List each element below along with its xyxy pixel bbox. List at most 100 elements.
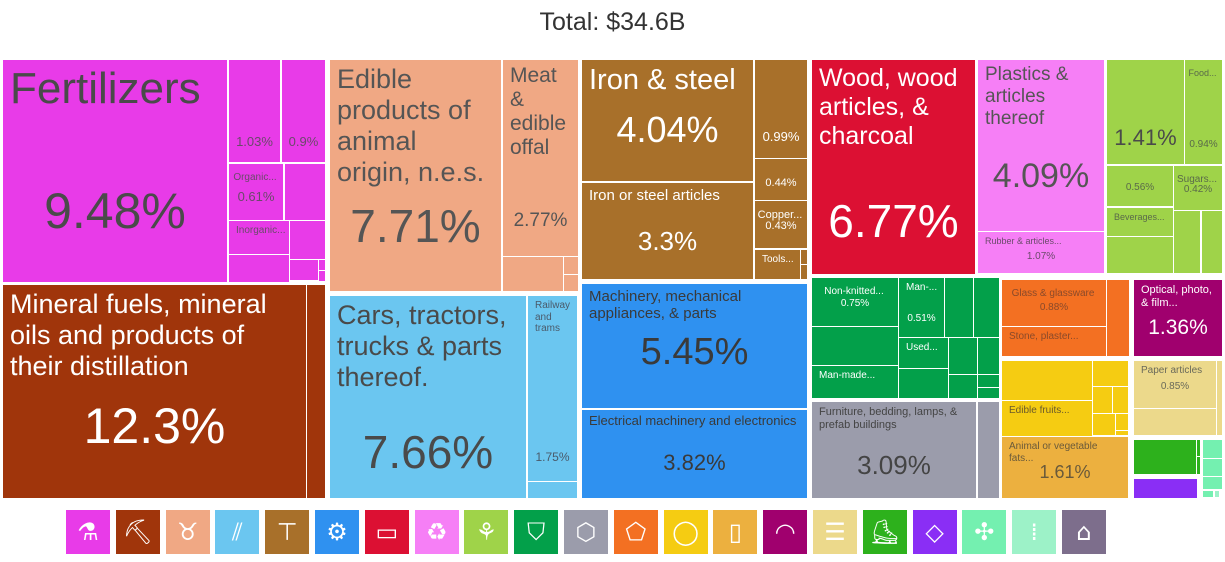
treemap-cell[interactable] — [1134, 409, 1216, 435]
treemap-cell[interactable]: 0.56% — [1107, 166, 1173, 206]
treemap-cell[interactable]: Organic... 0.61% — [229, 164, 283, 220]
treemap-cell[interactable] — [307, 285, 325, 498]
gauge-icon[interactable]: ◠ — [763, 510, 808, 554]
treemap-cell[interactable]: Used... — [899, 338, 948, 368]
treemap-cell[interactable]: Man-made... — [812, 366, 898, 398]
treemap-cell[interactable] — [978, 402, 999, 498]
treemap-cell[interactable]: Tools... — [755, 250, 800, 279]
treemap-cell[interactable]: Copper... 0.43% — [755, 201, 807, 248]
treemap-cell[interactable] — [1113, 387, 1128, 413]
treemap-cell[interactable]: Cars, tractors, trucks & parts thereof. 7… — [330, 296, 526, 498]
treemap-cell[interactable] — [1002, 361, 1092, 400]
treemap-cell[interactable]: 1.41% — [1107, 60, 1184, 164]
bottle-icon[interactable]: ▯ — [713, 510, 758, 554]
treemap-cell[interactable] — [1197, 440, 1200, 456]
cow-icon[interactable]: ♉ — [165, 510, 210, 554]
treemap-cell[interactable] — [528, 482, 577, 498]
treemap-cell[interactable] — [1217, 361, 1222, 435]
treemap-cell[interactable] — [945, 278, 973, 337]
treemap-cell[interactable] — [812, 327, 898, 365]
treemap-cell[interactable]: Mineral fuels, mineral oils and products… — [3, 285, 306, 498]
treemap-cell[interactable]: 0.99% — [755, 60, 807, 158]
treemap-cell[interactable]: Sugars... 0.42% — [1174, 166, 1222, 210]
treemap-cell[interactable] — [1202, 211, 1222, 273]
treemap-cell[interactable] — [564, 257, 578, 274]
gear-icon[interactable]: ⚙ — [314, 510, 359, 554]
log-icon[interactable]: ▭ — [364, 510, 409, 554]
treemap-cell[interactable]: Edible products of animal origin, n.e.s.… — [330, 60, 501, 291]
pickaxe-icon[interactable]: ⛏ — [115, 510, 160, 554]
treemap-cell[interactable]: Fertilizers 9.48% — [3, 60, 227, 282]
treemap-cell[interactable] — [978, 338, 999, 374]
treemap-cell[interactable]: Beverages... — [1107, 208, 1173, 236]
treemap-cell[interactable] — [1134, 440, 1196, 474]
treemap-cell[interactable] — [949, 338, 977, 374]
fruit-icon[interactable]: ◯ — [663, 510, 708, 554]
treemap-cell[interactable] — [229, 255, 289, 282]
treemap-cell[interactable] — [1116, 414, 1128, 430]
recycle-icon[interactable]: ♻ — [414, 510, 459, 554]
treemap-cell[interactable] — [1093, 387, 1112, 413]
treemap-cell[interactable]: Paper articles 0.85% — [1134, 361, 1216, 408]
treemap-cell[interactable] — [285, 164, 325, 220]
treemap-cell[interactable] — [1134, 479, 1197, 498]
treemap-cell[interactable] — [801, 250, 807, 264]
treemap-cell[interactable]: Stone, plaster... — [1002, 327, 1106, 356]
treemap-cell[interactable] — [1203, 491, 1213, 497]
tshirt-icon[interactable]: ⛉ — [514, 510, 559, 554]
treemap-cell[interactable]: Electrical machinery and electronics 3.82… — [582, 410, 807, 498]
treemap-cell[interactable] — [1093, 414, 1115, 435]
treemap-cell[interactable] — [1197, 457, 1200, 474]
treemap-cell[interactable] — [319, 260, 325, 270]
treemap-cell[interactable]: Furniture, bedding, lamps, & prefab buil… — [812, 402, 976, 498]
treemap-cell[interactable]: 0.9% — [282, 60, 325, 162]
treemap-cell[interactable]: Inorganic... — [229, 221, 289, 254]
treemap-cell[interactable] — [978, 388, 999, 398]
treemap-cell[interactable]: Animal or vegetable fats... 1.61% — [1002, 437, 1128, 498]
treemap-cell[interactable] — [503, 257, 563, 291]
treemap-cell[interactable] — [974, 278, 999, 337]
treemap-cell[interactable] — [1203, 459, 1222, 476]
treemap-cell[interactable]: Non-knitted... 0.75% — [812, 278, 898, 326]
treemap-cell[interactable] — [319, 271, 325, 281]
wheat-icon[interactable]: ⚘ — [464, 510, 509, 554]
treemap-cell[interactable]: Rubber & articles... 1.07% — [978, 232, 1104, 273]
treemap-cell[interactable]: Plastics & articles thereof 4.09% — [978, 60, 1104, 231]
flask-icon[interactable]: ⚗ — [66, 510, 110, 554]
hide-icon[interactable]: ✣ — [962, 510, 1007, 554]
anvil-icon[interactable]: ⊤ — [265, 510, 310, 554]
easel-icon[interactable]: ⌂ — [1061, 510, 1106, 554]
bullets-icon[interactable]: ⁞ — [1012, 510, 1057, 554]
treemap-cell[interactable] — [290, 260, 318, 280]
stone-icon[interactable]: ⬠ — [613, 510, 658, 554]
treemap-cell[interactable] — [949, 375, 977, 398]
treemap-cell[interactable]: Optical, photo, & film... 1.36% — [1134, 280, 1222, 356]
treemap-cell[interactable]: Railway and trams 1.75% — [528, 296, 577, 481]
treemap-cell[interactable] — [1215, 491, 1219, 497]
road-icon[interactable]: ⫽ — [215, 510, 260, 554]
box-icon[interactable]: ⬡ — [563, 510, 608, 554]
treemap-cell[interactable]: Meat & edible offal 2.77% — [503, 60, 578, 256]
diamond-icon[interactable]: ◇ — [912, 510, 957, 554]
treemap-cell[interactable]: Iron & steel 4.04% — [582, 60, 753, 181]
treemap-cell[interactable] — [290, 221, 325, 259]
treemap-cell[interactable]: 0.44% — [755, 159, 807, 200]
treemap-cell[interactable]: Man-... 0.51% — [899, 278, 944, 337]
treemap-cell[interactable] — [1174, 211, 1200, 273]
treemap-cell[interactable] — [1116, 431, 1128, 435]
treemap-cell[interactable] — [1093, 361, 1128, 386]
treemap-cell[interactable]: Wood, wood articles, & charcoal 6.77% — [812, 60, 975, 274]
treemap-cell[interactable]: Food... 0.94% — [1185, 60, 1222, 164]
treemap-cell[interactable] — [1203, 477, 1222, 489]
treemap-cell[interactable] — [899, 369, 948, 398]
shoe-icon[interactable]: ⛸ — [862, 510, 907, 554]
scroll-icon[interactable]: ☰ — [812, 510, 857, 554]
treemap-cell[interactable] — [564, 275, 578, 291]
treemap-cell[interactable] — [978, 375, 999, 387]
treemap-cell[interactable]: Edible fruits... — [1002, 401, 1092, 436]
treemap-cell[interactable]: Machinery, mechanical appliances, & part… — [582, 284, 807, 408]
treemap-cell[interactable] — [801, 265, 807, 279]
treemap-cell[interactable] — [1203, 440, 1222, 458]
treemap-cell[interactable]: Glass & glassware 0.88% — [1002, 280, 1106, 326]
treemap-cell[interactable] — [1107, 237, 1173, 273]
